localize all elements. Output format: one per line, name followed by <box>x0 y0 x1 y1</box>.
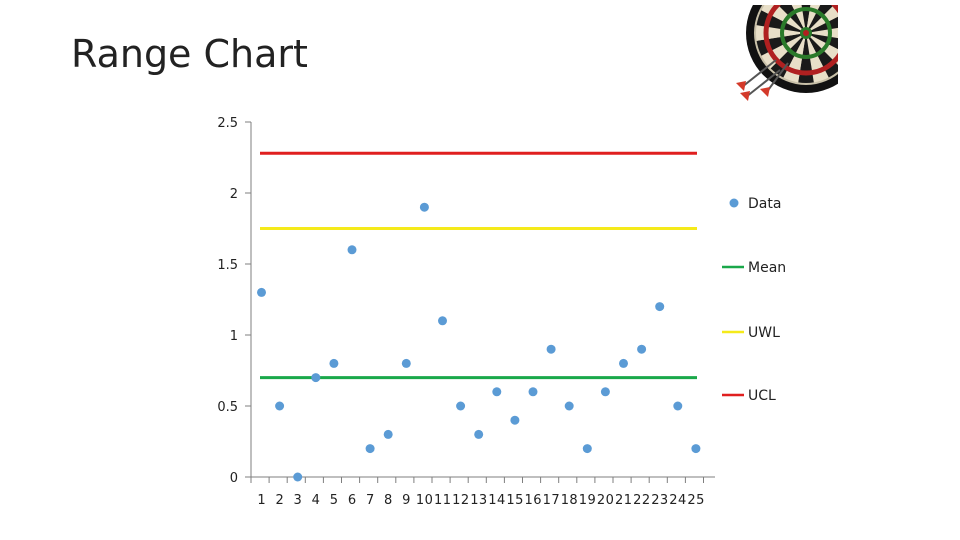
dartboard-with-darts-icon <box>736 5 838 101</box>
data-point <box>311 373 321 383</box>
y-tick-label: 1.5 <box>217 258 238 273</box>
x-tick-label: 14 <box>488 493 505 508</box>
x-tick-label: 11 <box>434 493 451 508</box>
data-points <box>257 202 701 482</box>
x-tick-label: 6 <box>348 493 356 508</box>
x-tick-label: 1 <box>257 493 265 508</box>
y-tick-label: 2 <box>230 187 238 202</box>
x-tick-label: 19 <box>579 493 596 508</box>
data-point <box>329 358 339 368</box>
data-point <box>510 415 520 425</box>
data-point <box>564 401 574 411</box>
x-tick-label: 16 <box>525 493 542 508</box>
x-axis-tick-labels: 1 2 3 4 5 6 7 8 9 10 11 12 13 14 15 16 17 18 19 20 21 22 23 24 2… <box>257 493 704 508</box>
data-point <box>655 302 665 312</box>
x-tick-label: 22 <box>633 493 650 508</box>
legend-label-mean: Mean <box>748 260 786 276</box>
y-tick-label: 2.5 <box>217 116 238 131</box>
data-point <box>600 387 610 397</box>
x-tick-label: 21 <box>615 493 632 508</box>
x-tick-label: 7 <box>366 493 374 508</box>
x-tick-label: 20 <box>597 493 614 508</box>
chart-axes <box>245 121 715 483</box>
data-point <box>419 202 429 212</box>
data-point <box>691 444 701 454</box>
x-tick-label: 9 <box>402 493 410 508</box>
data-point <box>474 429 484 439</box>
reference-lines <box>260 151 697 380</box>
legend-marker-data <box>729 198 739 208</box>
data-point <box>383 429 393 439</box>
data-point <box>456 401 466 411</box>
data-point <box>438 316 447 326</box>
legend-label-data: Data <box>748 196 781 212</box>
x-tick-label: 24 <box>669 493 686 508</box>
y-tick-label: 0 <box>230 471 238 486</box>
data-point <box>257 287 266 297</box>
data-point <box>347 245 357 255</box>
data-point <box>365 444 375 454</box>
x-tick-label: 17 <box>543 493 560 508</box>
x-tick-label: 18 <box>561 493 578 508</box>
legend-label-uwl: UWL <box>748 325 780 341</box>
x-tick-label: 25 <box>687 493 704 508</box>
data-point <box>637 344 647 354</box>
chart-legend: Data Mean UWL UCL <box>722 196 786 404</box>
data-point <box>528 387 538 397</box>
y-tick-label: 0.5 <box>217 400 238 415</box>
x-tick-label: 12 <box>452 493 469 508</box>
x-tick-label: 15 <box>506 493 523 508</box>
data-point <box>293 472 303 482</box>
data-point <box>673 401 683 411</box>
x-tick-label: 5 <box>330 493 338 508</box>
x-tick-label: 2 <box>275 493 283 508</box>
x-tick-label: 10 <box>416 493 433 508</box>
data-point <box>546 344 556 354</box>
y-tick-label: 1 <box>230 329 238 344</box>
x-tick-label: 3 <box>294 493 302 508</box>
legend-label-ucl: UCL <box>748 388 776 404</box>
data-point <box>401 358 411 368</box>
x-tick-label: 23 <box>651 493 668 508</box>
x-tick-label: 4 <box>312 493 320 508</box>
x-tick-label: 8 <box>384 493 392 508</box>
y-axis-tick-labels: 0 0.5 1 1.5 2 2.5 <box>217 116 238 486</box>
data-point <box>619 358 628 368</box>
data-point <box>275 401 285 411</box>
data-point <box>492 387 502 397</box>
x-tick-label: 13 <box>470 493 487 508</box>
page-title: Range Chart <box>71 32 308 76</box>
data-point <box>582 444 592 454</box>
